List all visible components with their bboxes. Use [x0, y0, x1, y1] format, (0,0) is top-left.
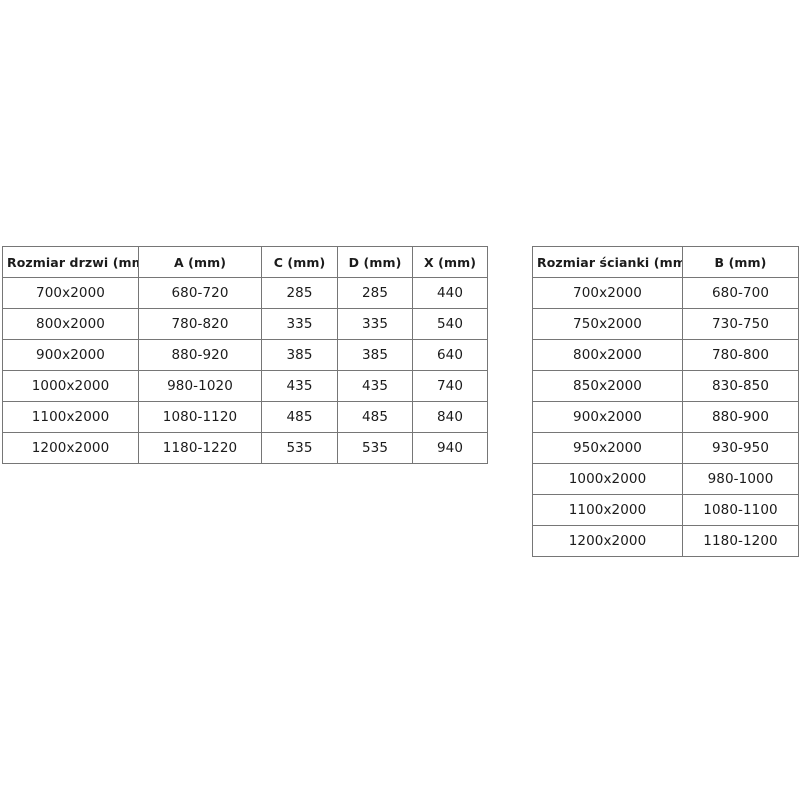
- cell-a: 880-920: [138, 339, 262, 371]
- cell-d: 385: [337, 339, 413, 371]
- cell-b: 830-850: [682, 370, 799, 402]
- cell-c: 435: [261, 370, 338, 402]
- cell-d: 335: [337, 308, 413, 340]
- cell-c: 485: [261, 401, 338, 433]
- cell-x: 940: [412, 432, 488, 464]
- column-header-c: C (mm): [261, 246, 338, 278]
- cell-x: 840: [412, 401, 488, 433]
- door-size-table: Rozmiar drzwi (mm) A (mm) C (mm) D (mm) …: [2, 246, 488, 464]
- cell-b: 880-900: [682, 401, 799, 433]
- cell-a: 780-820: [138, 308, 262, 340]
- cell-door-size: 1100x2000: [2, 401, 139, 433]
- cell-b: 1180-1200: [682, 525, 799, 557]
- cell-a: 1180-1220: [138, 432, 262, 464]
- table-row: 850x2000 830-850: [532, 370, 799, 402]
- table-row: 1200x2000 1180-1220 535 535 940: [2, 432, 488, 464]
- table-row: 1100x2000 1080-1100: [532, 494, 799, 526]
- cell-b: 680-700: [682, 277, 799, 309]
- cell-d: 485: [337, 401, 413, 433]
- cell-door-size: 1000x2000: [2, 370, 139, 402]
- column-header-b: B (mm): [682, 246, 799, 278]
- cell-wall-size: 1100x2000: [532, 494, 683, 526]
- cell-d: 435: [337, 370, 413, 402]
- cell-c: 535: [261, 432, 338, 464]
- cell-a: 1080-1120: [138, 401, 262, 433]
- cell-x: 440: [412, 277, 488, 309]
- cell-door-size: 700x2000: [2, 277, 139, 309]
- cell-wall-size: 1200x2000: [532, 525, 683, 557]
- cell-c: 285: [261, 277, 338, 309]
- cell-c: 385: [261, 339, 338, 371]
- column-header-x: X (mm): [412, 246, 488, 278]
- table-row: 1100x2000 1080-1120 485 485 840: [2, 401, 488, 433]
- column-header-door-size: Rozmiar drzwi (mm): [2, 246, 139, 278]
- cell-wall-size: 800x2000: [532, 339, 683, 371]
- cell-door-size: 900x2000: [2, 339, 139, 371]
- table-header-row: Rozmiar drzwi (mm) A (mm) C (mm) D (mm) …: [2, 246, 488, 278]
- cell-b: 980-1000: [682, 463, 799, 495]
- column-header-d: D (mm): [337, 246, 413, 278]
- cell-a: 980-1020: [138, 370, 262, 402]
- table-row: 1000x2000 980-1020 435 435 740: [2, 370, 488, 402]
- table-row: 750x2000 730-750: [532, 308, 799, 340]
- cell-wall-size: 1000x2000: [532, 463, 683, 495]
- cell-wall-size: 900x2000: [532, 401, 683, 433]
- table-header-row: Rozmiar ścianki (mm) B (mm): [532, 246, 799, 278]
- table-row: 900x2000 880-900: [532, 401, 799, 433]
- table-row: 1000x2000 980-1000: [532, 463, 799, 495]
- column-header-a: A (mm): [138, 246, 262, 278]
- table-row: 700x2000 680-700: [532, 277, 799, 309]
- wall-size-table: Rozmiar ścianki (mm) B (mm) 700x2000 680…: [532, 246, 799, 557]
- door-table-body: 700x2000 680-720 285 285 440 800x2000 78…: [2, 277, 488, 464]
- cell-a: 680-720: [138, 277, 262, 309]
- cell-d: 535: [337, 432, 413, 464]
- table-row: 800x2000 780-820 335 335 540: [2, 308, 488, 340]
- cell-wall-size: 750x2000: [532, 308, 683, 340]
- column-header-wall-size: Rozmiar ścianki (mm): [532, 246, 683, 278]
- table-row: 1200x2000 1180-1200: [532, 525, 799, 557]
- cell-x: 640: [412, 339, 488, 371]
- cell-wall-size: 950x2000: [532, 432, 683, 464]
- cell-b: 780-800: [682, 339, 799, 371]
- cell-wall-size: 850x2000: [532, 370, 683, 402]
- cell-door-size: 1200x2000: [2, 432, 139, 464]
- table-row: 800x2000 780-800: [532, 339, 799, 371]
- table-row: 950x2000 930-950: [532, 432, 799, 464]
- cell-x: 740: [412, 370, 488, 402]
- cell-b: 930-950: [682, 432, 799, 464]
- cell-x: 540: [412, 308, 488, 340]
- cell-wall-size: 700x2000: [532, 277, 683, 309]
- cell-d: 285: [337, 277, 413, 309]
- table-row: 700x2000 680-720 285 285 440: [2, 277, 488, 309]
- cell-b: 730-750: [682, 308, 799, 340]
- cell-c: 335: [261, 308, 338, 340]
- cell-b: 1080-1100: [682, 494, 799, 526]
- wall-table-body: 700x2000 680-700 750x2000 730-750 800x20…: [532, 277, 799, 557]
- table-row: 900x2000 880-920 385 385 640: [2, 339, 488, 371]
- cell-door-size: 800x2000: [2, 308, 139, 340]
